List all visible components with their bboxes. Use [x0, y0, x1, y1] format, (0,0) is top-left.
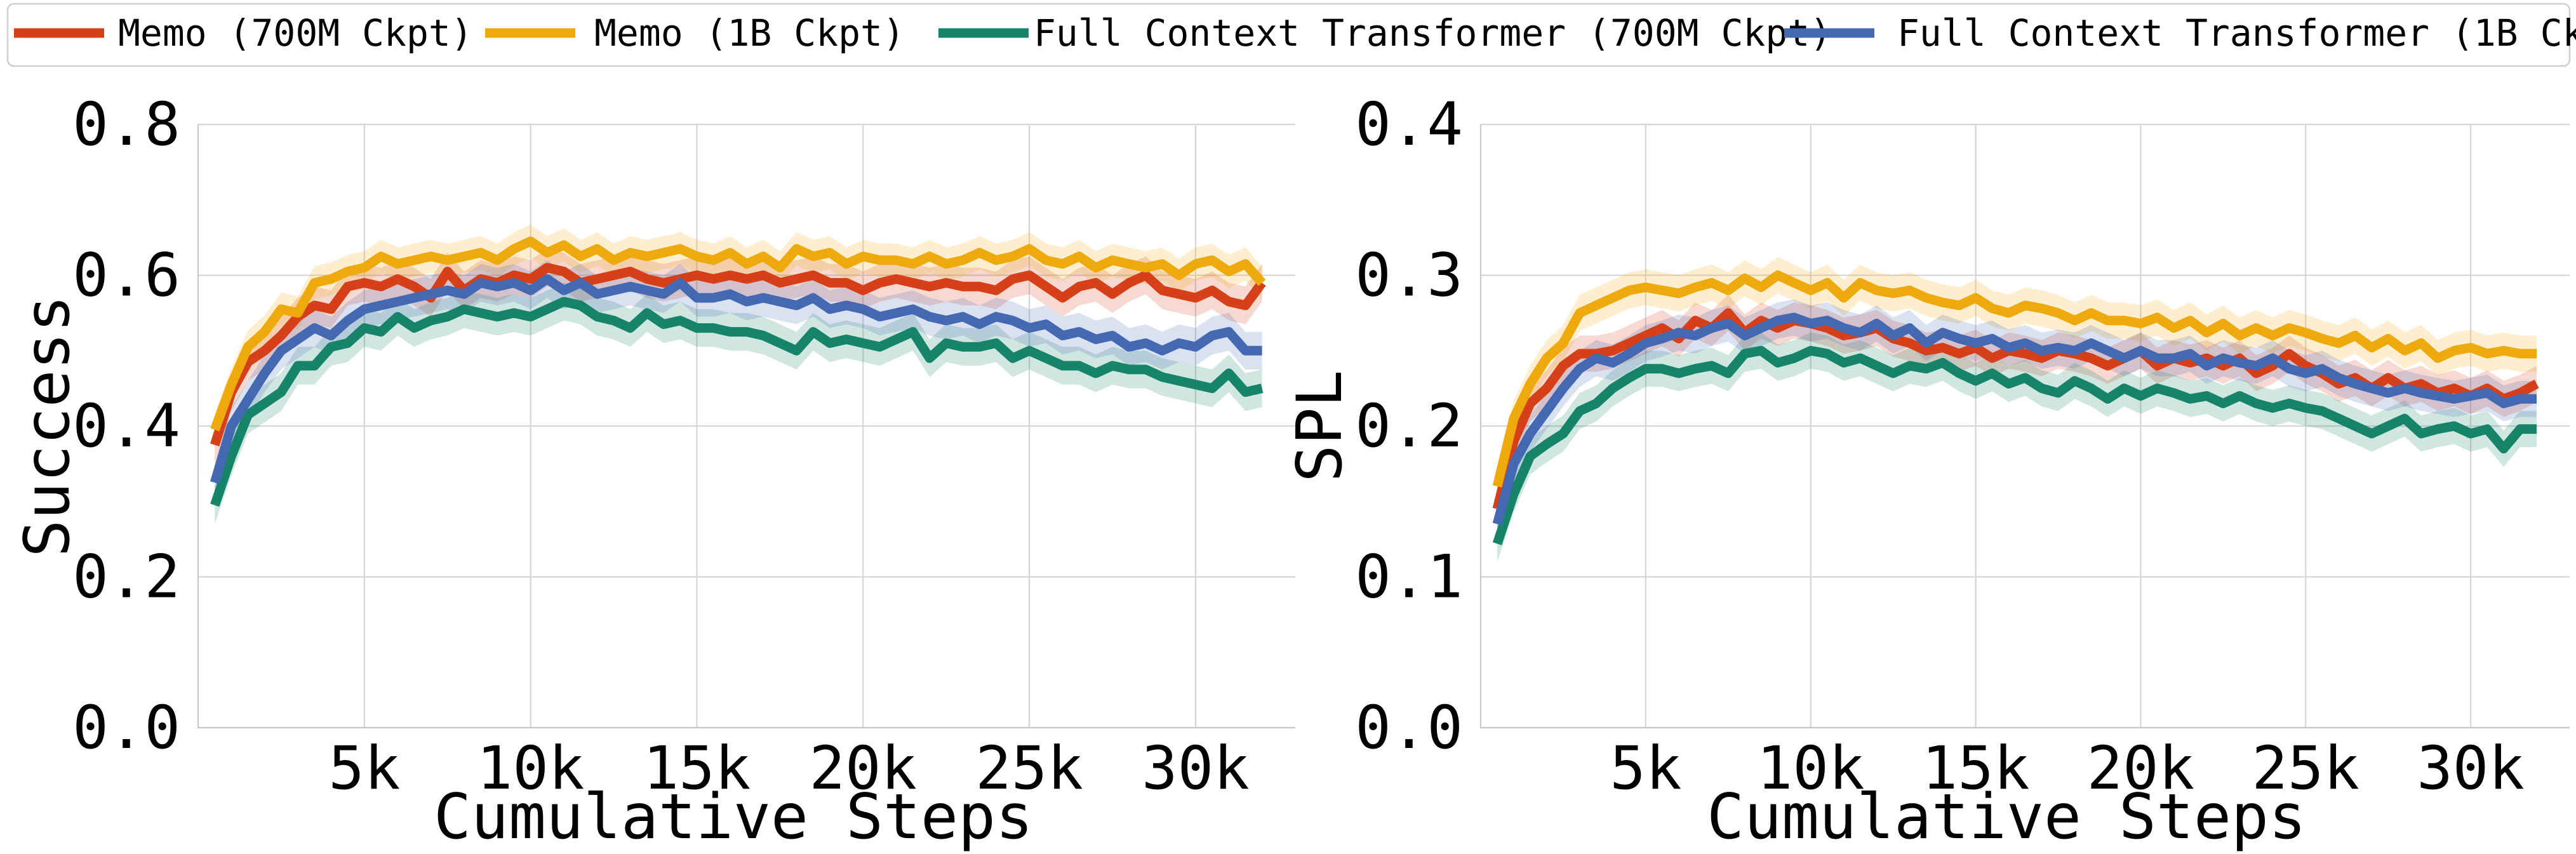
success-x-tick-label: 15k [643, 734, 751, 803]
spl-line-full-context-transformer-700m-ckpt [1492, 345, 2537, 545]
success-y-tick-label: 0.8 [72, 90, 180, 159]
success-y-tick-label: 0.4 [72, 392, 180, 461]
success-axis-frame [197, 124, 1295, 729]
success-x-tick-label: 5k [328, 734, 400, 803]
spl-y-tick-label: 0.2 [1355, 392, 1463, 461]
legend-entry-memo-1b: Memo (1B Ckpt) [485, 11, 905, 55]
success-x-tick-label: 10k [477, 734, 585, 803]
spl-x-tick-label: 15k [1922, 734, 2030, 803]
success-line-memo-1b-ckpt [210, 236, 1266, 432]
legend-entry-memo-700m: Memo (700M Ckpt) [14, 11, 473, 55]
spl-ticks: 5k 10k 15k 20k 25k 30k 0.0 0.1 0.2 0.3 0.4 [1355, 90, 2525, 803]
success-x-tick-label: 25k [975, 734, 1083, 803]
spl-x-tick-label: 30k [2417, 734, 2525, 803]
spl-y-tick-label: 0.3 [1355, 241, 1463, 310]
legend-entry-fct-1b: Full Context Transformer (1B Ckpt) [1784, 11, 2576, 55]
success-ticks: 5k 10k 15k 20k 25k 30k 0.0 0.2 0.4 0.6 0.8 [72, 90, 1250, 803]
success-grid [198, 123, 1295, 729]
legend-frame [6, 3, 2571, 67]
spl-band-full-context-transformer-700m-ckpt [1497, 332, 2537, 562]
success-x-axis-label: Cumulative Steps [434, 781, 1033, 853]
spl-y-tick-label: 0.4 [1355, 90, 1463, 159]
spl-y-tick-label: 0.1 [1355, 543, 1463, 612]
success-y-tick-label: 0.2 [72, 543, 180, 612]
legend-label-fct-1b: Full Context Transformer (1B Ckpt) [1897, 11, 2576, 55]
success-chart: 5k 10k 15k 20k 25k 30k 0.0 0.2 0.4 0.6 0.8 Cumulat… [11, 90, 1295, 853]
legend-label-memo-700m: Memo (700M Ckpt) [118, 11, 473, 55]
spl-band-memo-700m-ckpt [1497, 295, 2537, 528]
success-line-full-context-transformer-1b-ckpt [210, 274, 1262, 484]
spl-x-tick-label: 25k [2252, 734, 2359, 803]
spl-bands [1497, 257, 2537, 562]
success-y-tick-label: 0.6 [72, 241, 180, 310]
spl-x-axis-label: Cumulative Steps [1707, 781, 2306, 853]
spl-x-tick-label: 5k [1610, 734, 1681, 803]
success-x-tick-label: 30k [1142, 734, 1250, 803]
success-x-tick-label: 20k [809, 734, 917, 803]
legend-entry-fct-700m: Full Context Transformer (700M Ckpt) [938, 11, 1832, 55]
success-y-axis-label: Success [11, 295, 84, 557]
legend-label-fct-700m: Full Context Transformer (700M Ckpt) [1034, 11, 1832, 55]
success-band-memo-700m-ckpt [215, 248, 1262, 464]
spl-lines [1492, 270, 2539, 545]
success-bands [215, 224, 1262, 524]
spl-line-full-context-transformer-1b-ckpt [1492, 312, 2537, 526]
success-line-memo-700m-ckpt [210, 263, 1266, 446]
legend: Memo (700M Ckpt) Memo (1B Ckpt) Full Con… [6, 3, 2576, 67]
success-lines [210, 236, 1266, 507]
legend-label-memo-1b: Memo (1B Ckpt) [594, 11, 905, 55]
spl-x-tick-label: 20k [2087, 734, 2195, 803]
spl-x-tick-label: 10k [1757, 734, 1865, 803]
spl-line-memo-1b-ckpt [1492, 270, 2537, 488]
success-y-tick-label: 0.0 [72, 693, 180, 763]
spl-axis-frame [1479, 124, 2570, 729]
success-band-memo-1b-ckpt [215, 224, 1262, 447]
spl-chart: 5k 10k 15k 20k 25k 30k 0.0 0.1 0.2 0.3 0.4 Cumulat… [1284, 90, 2570, 853]
spl-band-memo-1b-ckpt [1497, 257, 2537, 505]
spl-y-axis-label: SPL [1284, 370, 1356, 482]
success-line-full-context-transformer-700m-ckpt [210, 297, 1264, 507]
spl-y-tick-label: 0.0 [1355, 693, 1463, 763]
